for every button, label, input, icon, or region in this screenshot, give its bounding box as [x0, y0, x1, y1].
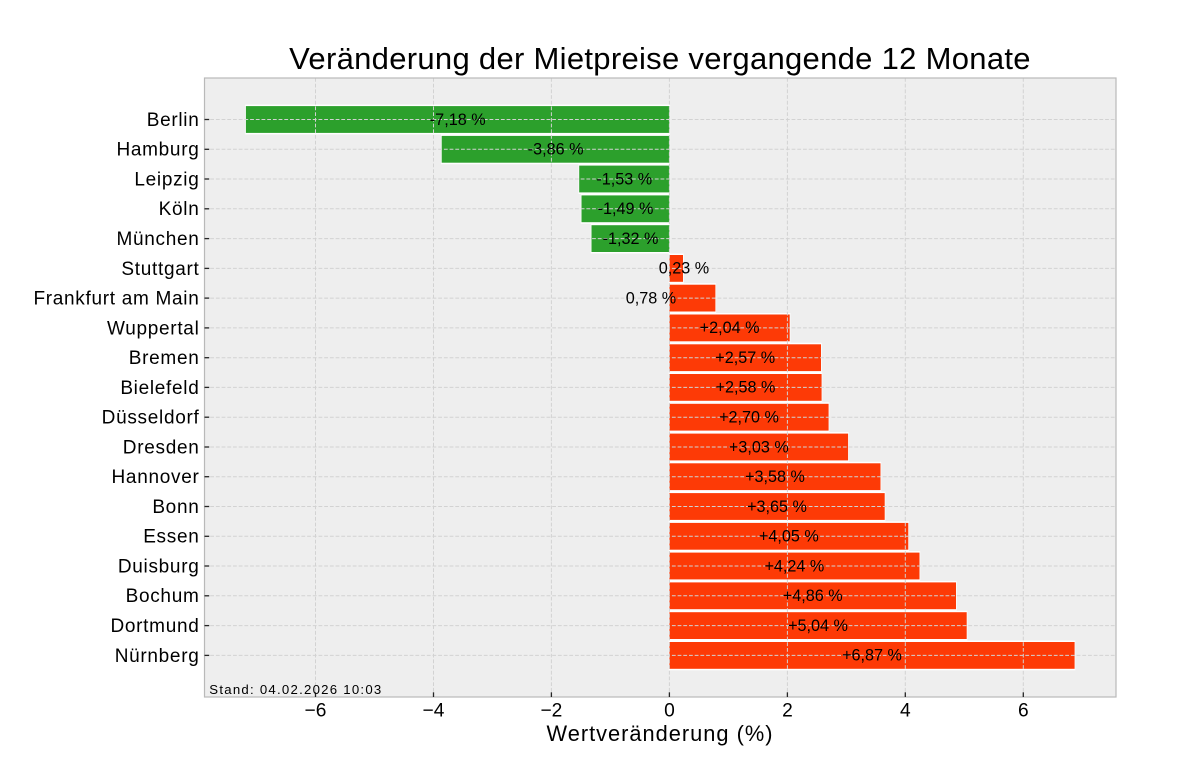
svg-text:Veränderung der Mietpreise ver: Veränderung der Mietpreise vergangende 1…	[289, 41, 1031, 76]
svg-text:Bielefeld: Bielefeld	[120, 378, 199, 399]
svg-text:Leipzig: Leipzig	[134, 169, 199, 190]
svg-text:+4,05 %: +4,05 %	[759, 528, 819, 546]
svg-text:Essen: Essen	[143, 527, 199, 548]
svg-text:Dortmund: Dortmund	[110, 616, 199, 637]
svg-text:6: 6	[1018, 701, 1029, 722]
svg-text:München: München	[116, 229, 199, 250]
svg-text:Wertveränderung (%): Wertveränderung (%)	[547, 721, 774, 746]
svg-text:−4: −4	[423, 701, 445, 722]
svg-text:4: 4	[900, 701, 911, 722]
svg-text:Hannover: Hannover	[112, 467, 200, 488]
svg-text:Wuppertal: Wuppertal	[107, 318, 200, 339]
svg-text:−6: −6	[305, 701, 327, 722]
svg-text:0,23 %: 0,23 %	[659, 260, 709, 278]
svg-text:-7,18 %: -7,18 %	[430, 111, 486, 129]
svg-text:-1,53 %: -1,53 %	[596, 170, 652, 188]
svg-text:+3,03 %: +3,03 %	[729, 438, 789, 456]
svg-text:Duisburg: Duisburg	[118, 556, 200, 577]
svg-text:-3,86 %: -3,86 %	[528, 141, 584, 159]
svg-text:+4,86 %: +4,86 %	[783, 587, 843, 605]
svg-text:-1,32 %: -1,32 %	[603, 230, 659, 248]
svg-text:+6,87 %: +6,87 %	[842, 647, 902, 665]
svg-text:Berlin: Berlin	[147, 110, 200, 131]
svg-text:Frankfurt am Main: Frankfurt am Main	[33, 289, 199, 310]
svg-text:Bonn: Bonn	[152, 497, 199, 518]
svg-text:Nürnberg: Nürnberg	[115, 646, 200, 667]
svg-text:Dresden: Dresden	[123, 437, 200, 458]
svg-text:+3,65 %: +3,65 %	[747, 498, 807, 516]
svg-text:+5,04 %: +5,04 %	[788, 617, 848, 635]
svg-text:+4,24 %: +4,24 %	[764, 557, 824, 575]
svg-text:Stuttgart: Stuttgart	[121, 259, 199, 280]
svg-text:Bochum: Bochum	[126, 586, 200, 607]
svg-text:Hamburg: Hamburg	[116, 140, 199, 161]
svg-text:+2,04 %: +2,04 %	[700, 319, 760, 337]
svg-text:+3,58 %: +3,58 %	[745, 468, 805, 486]
svg-text:+2,58 %: +2,58 %	[716, 379, 776, 397]
svg-text:+2,70 %: +2,70 %	[719, 409, 779, 427]
svg-text:Köln: Köln	[159, 199, 200, 220]
svg-text:0: 0	[664, 701, 675, 722]
svg-text:Düsseldorf: Düsseldorf	[102, 408, 200, 429]
svg-text:+2,57 %: +2,57 %	[715, 349, 775, 367]
svg-text:Stand: 04.02.2026 10:03: Stand: 04.02.2026 10:03	[209, 682, 382, 697]
svg-text:−2: −2	[540, 701, 562, 722]
svg-text:-1,49 %: -1,49 %	[598, 200, 654, 218]
svg-text:0,78 %: 0,78 %	[626, 289, 676, 307]
svg-text:Bremen: Bremen	[129, 348, 200, 369]
svg-text:2: 2	[782, 701, 793, 722]
